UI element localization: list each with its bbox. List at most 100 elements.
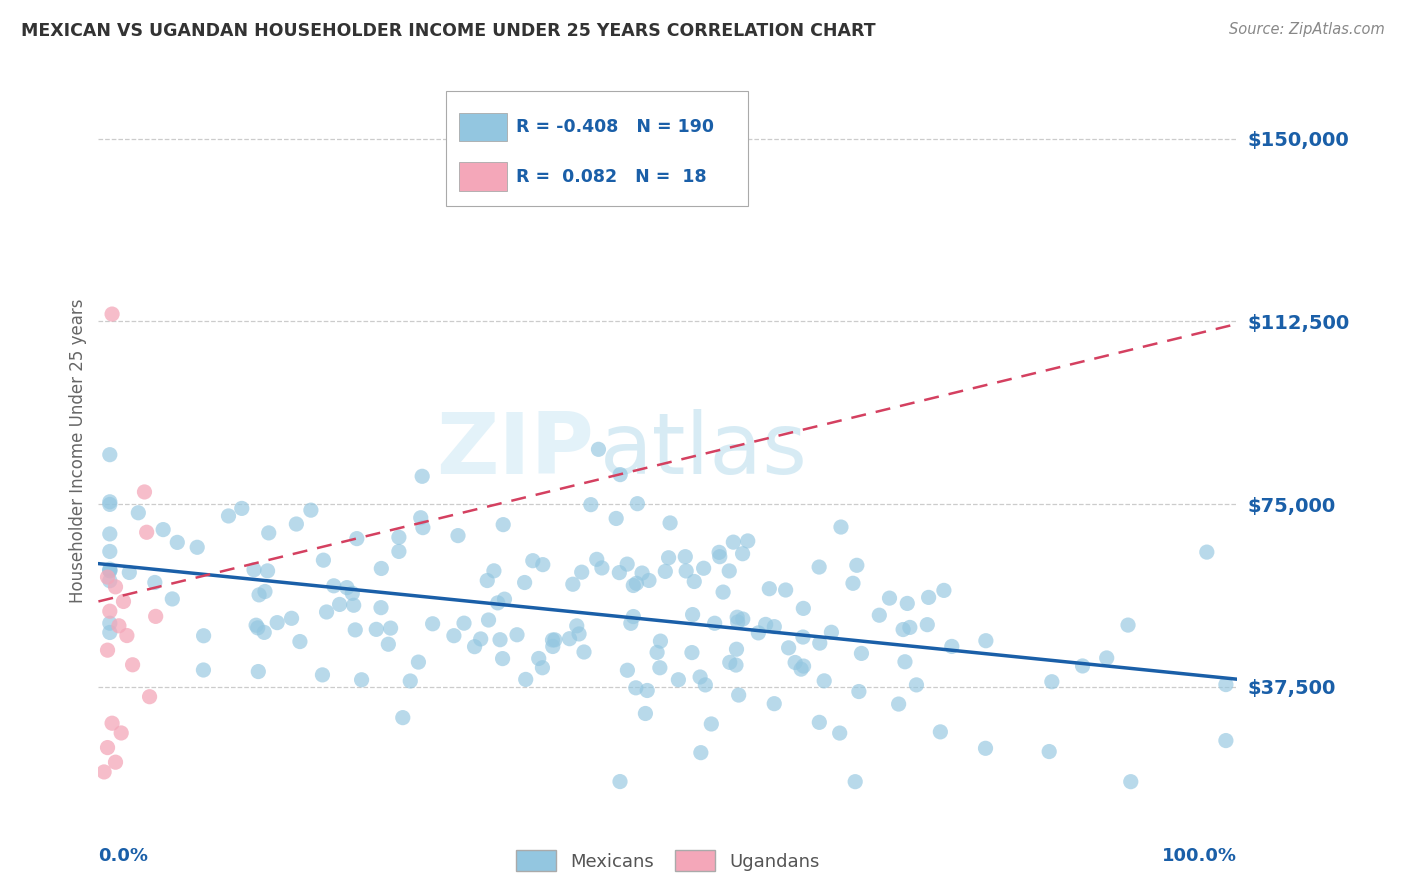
Point xyxy=(253,625,276,640)
Text: 100.0%: 100.0% xyxy=(1163,847,1237,865)
Point xyxy=(626,576,648,591)
Point xyxy=(820,625,842,640)
Point xyxy=(115,628,138,642)
Point xyxy=(695,678,717,692)
Point xyxy=(112,594,135,608)
Point xyxy=(659,516,682,530)
Point xyxy=(138,690,160,704)
Point xyxy=(813,673,835,688)
Point xyxy=(675,564,697,578)
Point xyxy=(571,565,593,579)
Point xyxy=(851,647,873,661)
Point xyxy=(561,577,583,591)
Point xyxy=(541,632,564,647)
FancyBboxPatch shape xyxy=(460,162,508,191)
Point xyxy=(731,612,754,626)
Point xyxy=(703,616,725,631)
Point xyxy=(808,715,831,730)
Point xyxy=(486,596,509,610)
Point xyxy=(98,564,121,578)
Point xyxy=(1071,659,1094,673)
Point xyxy=(658,550,681,565)
Point xyxy=(763,697,786,711)
Point xyxy=(96,740,118,755)
Point xyxy=(218,508,240,523)
Point xyxy=(98,497,121,511)
Point xyxy=(700,717,723,731)
Point xyxy=(288,634,311,648)
Point xyxy=(689,670,711,684)
Point xyxy=(894,655,917,669)
Point xyxy=(494,592,516,607)
Point xyxy=(121,657,143,672)
Point xyxy=(808,636,831,650)
Point xyxy=(682,607,704,622)
Point xyxy=(245,618,267,632)
Point xyxy=(605,511,627,525)
Point xyxy=(621,609,644,624)
Point xyxy=(247,588,270,602)
Point xyxy=(709,549,731,564)
Point xyxy=(412,521,434,535)
Point xyxy=(108,619,131,633)
Point xyxy=(118,566,141,580)
Point xyxy=(579,498,602,512)
Point xyxy=(711,585,734,599)
Point xyxy=(312,553,335,567)
Text: 0.0%: 0.0% xyxy=(98,847,149,865)
Point xyxy=(329,598,352,612)
Point xyxy=(315,605,337,619)
Y-axis label: Householder Income Under 25 years: Householder Income Under 25 years xyxy=(69,298,87,603)
Point xyxy=(380,621,402,635)
Point xyxy=(868,608,890,623)
Point xyxy=(280,611,302,625)
Point xyxy=(443,629,465,643)
Point xyxy=(828,726,851,740)
Point xyxy=(145,609,167,624)
Point xyxy=(654,565,676,579)
Point xyxy=(666,673,689,687)
Point xyxy=(1119,774,1142,789)
Point xyxy=(531,558,554,572)
Point xyxy=(775,582,797,597)
Point xyxy=(634,706,657,721)
Point xyxy=(621,578,644,592)
Point xyxy=(409,510,432,524)
Point xyxy=(408,655,430,669)
Point xyxy=(98,544,121,558)
Legend: Mexicans, Ugandans: Mexicans, Ugandans xyxy=(509,843,827,879)
Point xyxy=(93,764,115,779)
Point xyxy=(758,582,780,596)
Point xyxy=(689,746,711,760)
Point xyxy=(98,625,121,640)
Point xyxy=(143,575,166,590)
Point xyxy=(166,535,188,549)
Point xyxy=(231,501,253,516)
Point xyxy=(1038,745,1060,759)
Point xyxy=(974,633,997,648)
Point xyxy=(513,575,536,590)
Point xyxy=(1195,545,1218,559)
Point xyxy=(193,629,215,643)
Point xyxy=(929,724,952,739)
Point xyxy=(683,574,706,589)
Point xyxy=(585,552,607,566)
Point xyxy=(411,469,433,483)
Point xyxy=(343,599,366,613)
Point xyxy=(636,683,658,698)
Point xyxy=(607,566,630,580)
Point xyxy=(127,506,149,520)
Point xyxy=(681,646,703,660)
Point xyxy=(631,566,654,580)
Point xyxy=(763,620,786,634)
Point xyxy=(645,645,668,659)
Point xyxy=(790,662,813,676)
Point xyxy=(101,307,124,321)
Point xyxy=(793,659,815,673)
Point xyxy=(266,615,288,630)
Text: R =  0.082   N =  18: R = 0.082 N = 18 xyxy=(516,168,707,186)
Point xyxy=(186,541,208,555)
Point xyxy=(491,651,513,665)
Point xyxy=(568,627,591,641)
Point xyxy=(110,726,132,740)
